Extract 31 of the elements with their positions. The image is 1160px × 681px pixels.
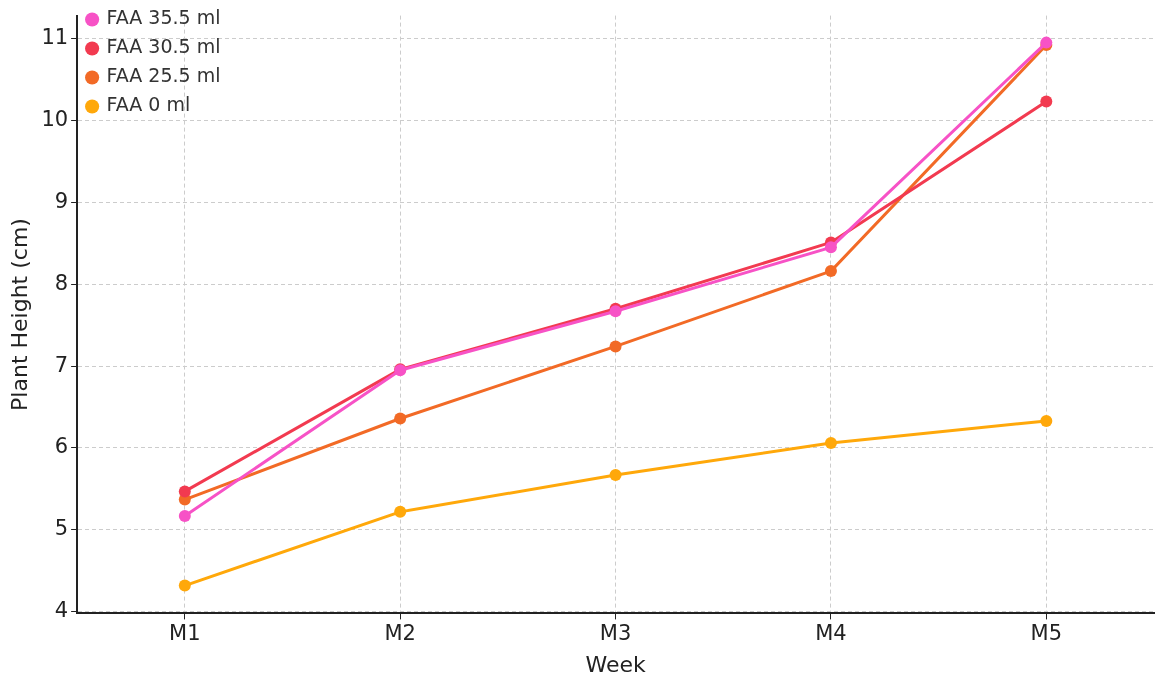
point [178,509,191,522]
point [824,437,837,450]
y-axis-title: Plant Height (cm) [6,218,32,411]
point [824,241,837,254]
y-tick-label: 10 [41,106,69,131]
legend-label: FAA 35.5 ml [106,6,221,29]
point [609,469,622,482]
x-axis-title: Week [585,651,646,677]
y-tick-label: 6 [54,434,69,459]
y-tick-label: 11 [41,24,69,49]
y-tick-label: 5 [54,516,69,541]
y-tick-label: 8 [54,270,69,295]
x-tick-label: M2 [384,621,416,646]
x-tick-label: M4 [815,621,847,646]
point [178,485,191,498]
x-tick-label: M3 [599,621,632,646]
point [609,340,622,353]
point [394,412,407,425]
point [1040,414,1053,427]
y-tick-label: 7 [54,352,69,377]
point [1040,95,1053,108]
x-tick-label: M1 [169,621,201,646]
point [824,265,837,278]
x-tick-label: M5 [1030,621,1063,646]
legend-label: FAA 25.5 ml [106,64,221,87]
y-tick-label: 9 [54,188,69,213]
legend-label: FAA 0 ml [106,93,191,116]
legend-label: FAA 30.5 ml [106,35,221,58]
point [178,579,191,592]
point [394,505,407,518]
y-tick-label: 4 [54,598,69,623]
